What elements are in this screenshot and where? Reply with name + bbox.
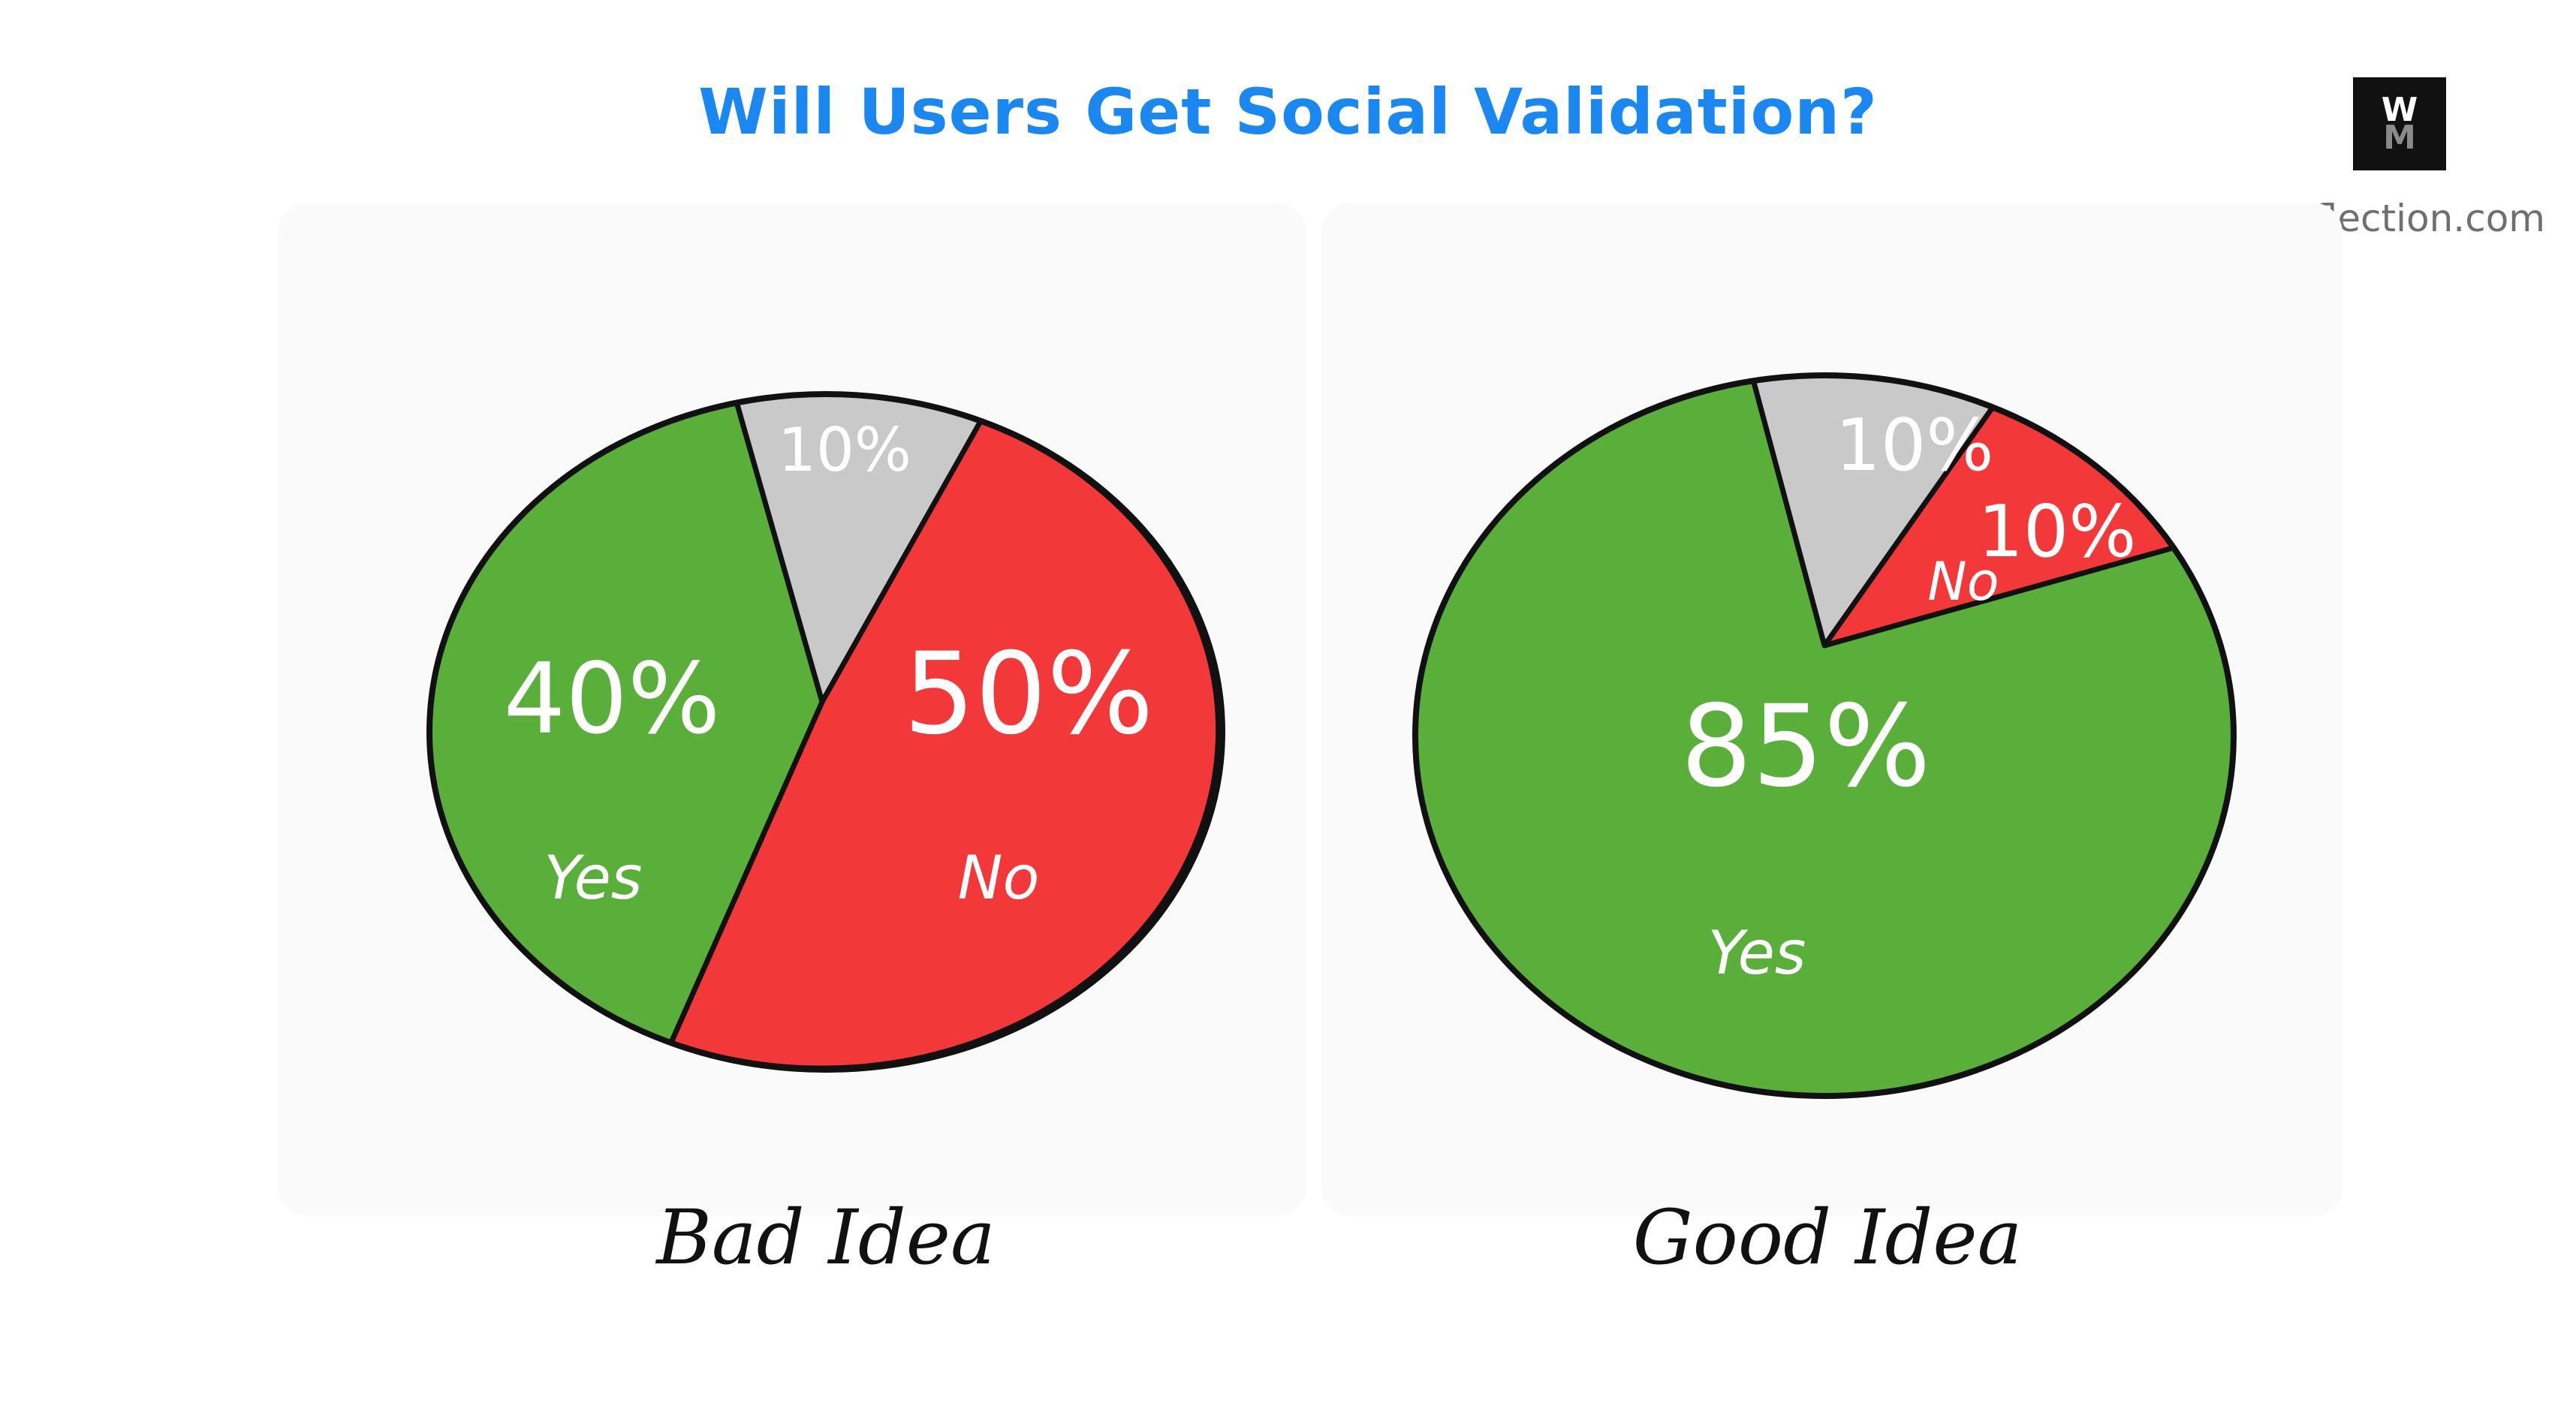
slice-category-label: Yes xyxy=(544,843,643,913)
slice-value-label: 85% xyxy=(1680,682,1930,812)
brand-logo: W M xyxy=(2353,77,2446,170)
logo-letter-w: W xyxy=(2381,90,2418,129)
caption-bad-idea: Bad Idea xyxy=(656,1194,996,1281)
slice-category-label: Yes xyxy=(1708,918,1806,988)
chart-title: Will Users Get Social Validation? xyxy=(698,75,1878,149)
slice-value-label: 10% xyxy=(1978,491,2136,574)
pie-outline xyxy=(1412,372,2237,1099)
slice-category-label: No xyxy=(1927,551,1999,613)
caption-good-idea: Good Idea xyxy=(1632,1194,2023,1281)
pie-outline xyxy=(426,391,1225,1073)
logo-letter-m: M xyxy=(2383,119,2416,157)
slice-value-label: 10% xyxy=(778,415,911,485)
pie-chart-bad-idea: 10% 50% No 40% Yes xyxy=(426,391,1225,1073)
slice-category-label: No xyxy=(958,843,1040,913)
slice-value-label: 10% xyxy=(1835,405,1993,487)
slice-value-label: 40% xyxy=(504,642,721,756)
slice-value-label: 50% xyxy=(903,629,1153,760)
